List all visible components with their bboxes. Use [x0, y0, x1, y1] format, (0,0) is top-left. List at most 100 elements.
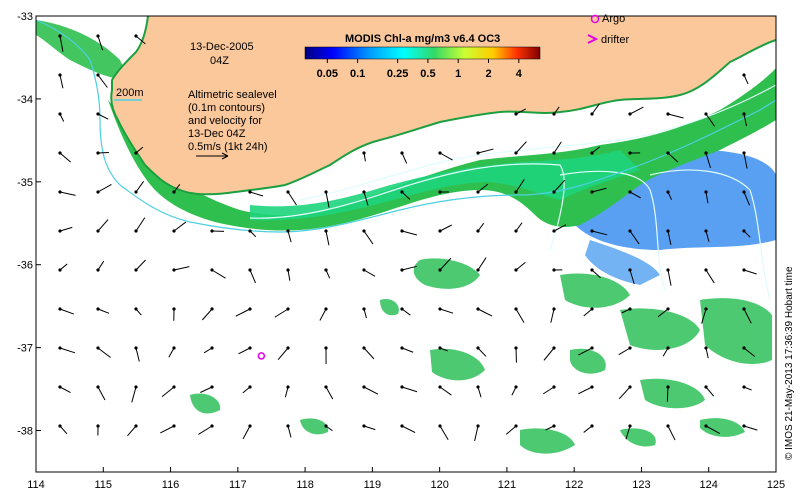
x-tick-label: 122 — [565, 479, 583, 491]
velocity-scale-arrow — [196, 152, 229, 160]
bathymetry-legend-label: 200m — [116, 87, 144, 99]
velocity-arrow — [160, 425, 175, 434]
velocity-arrow — [705, 230, 710, 242]
x-tick-label: 115 — [94, 479, 112, 491]
velocity-arrow-origin — [666, 229, 670, 233]
drifter-legend-marker — [587, 34, 599, 44]
velocity-arrow-origin — [286, 229, 290, 233]
velocity-arrow-origin — [704, 385, 708, 389]
velocity-arrow — [618, 386, 631, 400]
velocity-arrow-origin — [552, 229, 556, 233]
velocity-arrow — [287, 230, 292, 243]
velocity-arrow — [201, 308, 213, 321]
velocity-arrow — [477, 148, 494, 154]
velocity-arrow-origin — [286, 385, 290, 389]
velocity-arrow — [127, 425, 137, 437]
velocity-arrow-origin — [362, 151, 366, 155]
velocity-note-line-5: 0.5m/s (1kt 24h) — [188, 141, 267, 153]
velocity-arrow-origin — [666, 112, 670, 116]
velocity-arrow — [363, 347, 375, 360]
velocity-arrow-origin — [172, 385, 176, 389]
velocity-arrow-origin — [514, 385, 518, 389]
velocity-arrow-origin — [248, 229, 252, 233]
velocity-arrow-origin — [172, 229, 176, 233]
velocity-arrow — [705, 152, 711, 169]
drifter-legend-label: drifter — [601, 34, 629, 46]
velocity-arrow-origin — [362, 424, 366, 428]
velocity-arrow — [667, 152, 679, 163]
velocity-arrow — [135, 347, 140, 362]
velocity-arrow-origin — [552, 268, 556, 272]
velocity-arrow-origin — [552, 112, 556, 116]
velocity-arrow-origin — [590, 151, 594, 155]
colorbar-tick-label: 0.25 — [387, 68, 408, 80]
velocity-arrow-origin — [476, 424, 480, 428]
argo-legend-marker — [590, 14, 600, 24]
velocity-arrow-origin — [704, 229, 708, 233]
velocity-arrow — [705, 269, 715, 284]
velocity-arrow-origin — [400, 190, 404, 194]
velocity-arrow — [543, 347, 555, 361]
velocity-arrow — [505, 425, 517, 435]
velocity-arrow — [583, 308, 593, 317]
velocity-arrow — [578, 347, 593, 356]
velocity-arrow-origin — [590, 346, 594, 350]
velocity-arrow — [666, 386, 669, 402]
velocity-arrow-origin — [134, 307, 138, 311]
velocity-arrow — [743, 113, 747, 127]
velocity-arrow — [629, 191, 641, 199]
colorbar-tick-label: 0.1 — [350, 68, 365, 80]
velocity-arrow — [618, 347, 631, 356]
velocity-arrow-origin — [58, 112, 62, 116]
velocity-arrow — [553, 224, 567, 232]
velocity-arrow-origin — [400, 229, 404, 233]
x-tick-label: 114 — [27, 479, 45, 491]
velocity-arrow-origin — [96, 73, 100, 77]
velocity-arrow — [439, 386, 452, 396]
velocity-arrow-origin — [210, 268, 214, 272]
velocity-arrow-origin — [666, 307, 670, 311]
velocity-arrow-origin — [248, 385, 252, 389]
velocity-arrow-origin — [286, 268, 290, 272]
velocity-arrow — [135, 181, 145, 193]
velocity-arrow — [667, 269, 672, 286]
velocity-arrow-origin — [514, 151, 518, 155]
colorbar-tick-label: 1 — [455, 68, 461, 80]
velocity-arrow — [319, 308, 327, 321]
x-tick-label: 119 — [364, 479, 382, 491]
velocity-arrow-origin — [134, 229, 138, 233]
velocity-arrow-origin — [666, 190, 670, 194]
velocity-arrow-origin — [286, 307, 290, 311]
velocity-arrow — [325, 230, 330, 246]
velocity-arrow-origin — [96, 112, 100, 116]
velocity-arrow — [591, 187, 607, 193]
y-tick-label: -33 — [17, 11, 33, 23]
velocity-arrow — [743, 152, 748, 169]
x-tick-label: 124 — [700, 479, 718, 491]
velocity-arrow-origin — [704, 151, 708, 155]
velocity-arrow-origin — [438, 424, 442, 428]
velocity-arrow — [401, 347, 414, 353]
velocity-arrow-origin — [58, 307, 62, 311]
velocity-arrow-origin — [248, 346, 252, 350]
velocity-arrow-origin — [552, 307, 556, 311]
velocity-arrow — [97, 386, 106, 401]
velocity-arrow-origin — [58, 190, 62, 194]
velocity-arrow-origin — [514, 307, 518, 311]
velocity-arrow-origin — [438, 229, 442, 233]
credit-text: © IMOS 21-May-2013 17:36:39 Hobart time — [784, 266, 795, 460]
velocity-arrow — [59, 35, 64, 52]
velocity-arrow — [553, 141, 562, 154]
velocity-arrow-origin — [248, 190, 252, 194]
velocity-arrow — [238, 347, 251, 355]
velocity-arrow-origin — [362, 229, 366, 233]
sealevel-contours — [249, 84, 777, 301]
y-tick-label: -38 — [17, 426, 33, 438]
velocity-arrow-origin — [286, 346, 290, 350]
velocity-arrow-origin — [58, 346, 62, 350]
velocity-arrow-origin — [438, 151, 442, 155]
velocity-arrow — [135, 259, 146, 271]
velocity-arrow — [97, 260, 105, 271]
velocity-arrow-origin — [400, 424, 404, 428]
velocity-arrow-origin — [172, 307, 176, 311]
